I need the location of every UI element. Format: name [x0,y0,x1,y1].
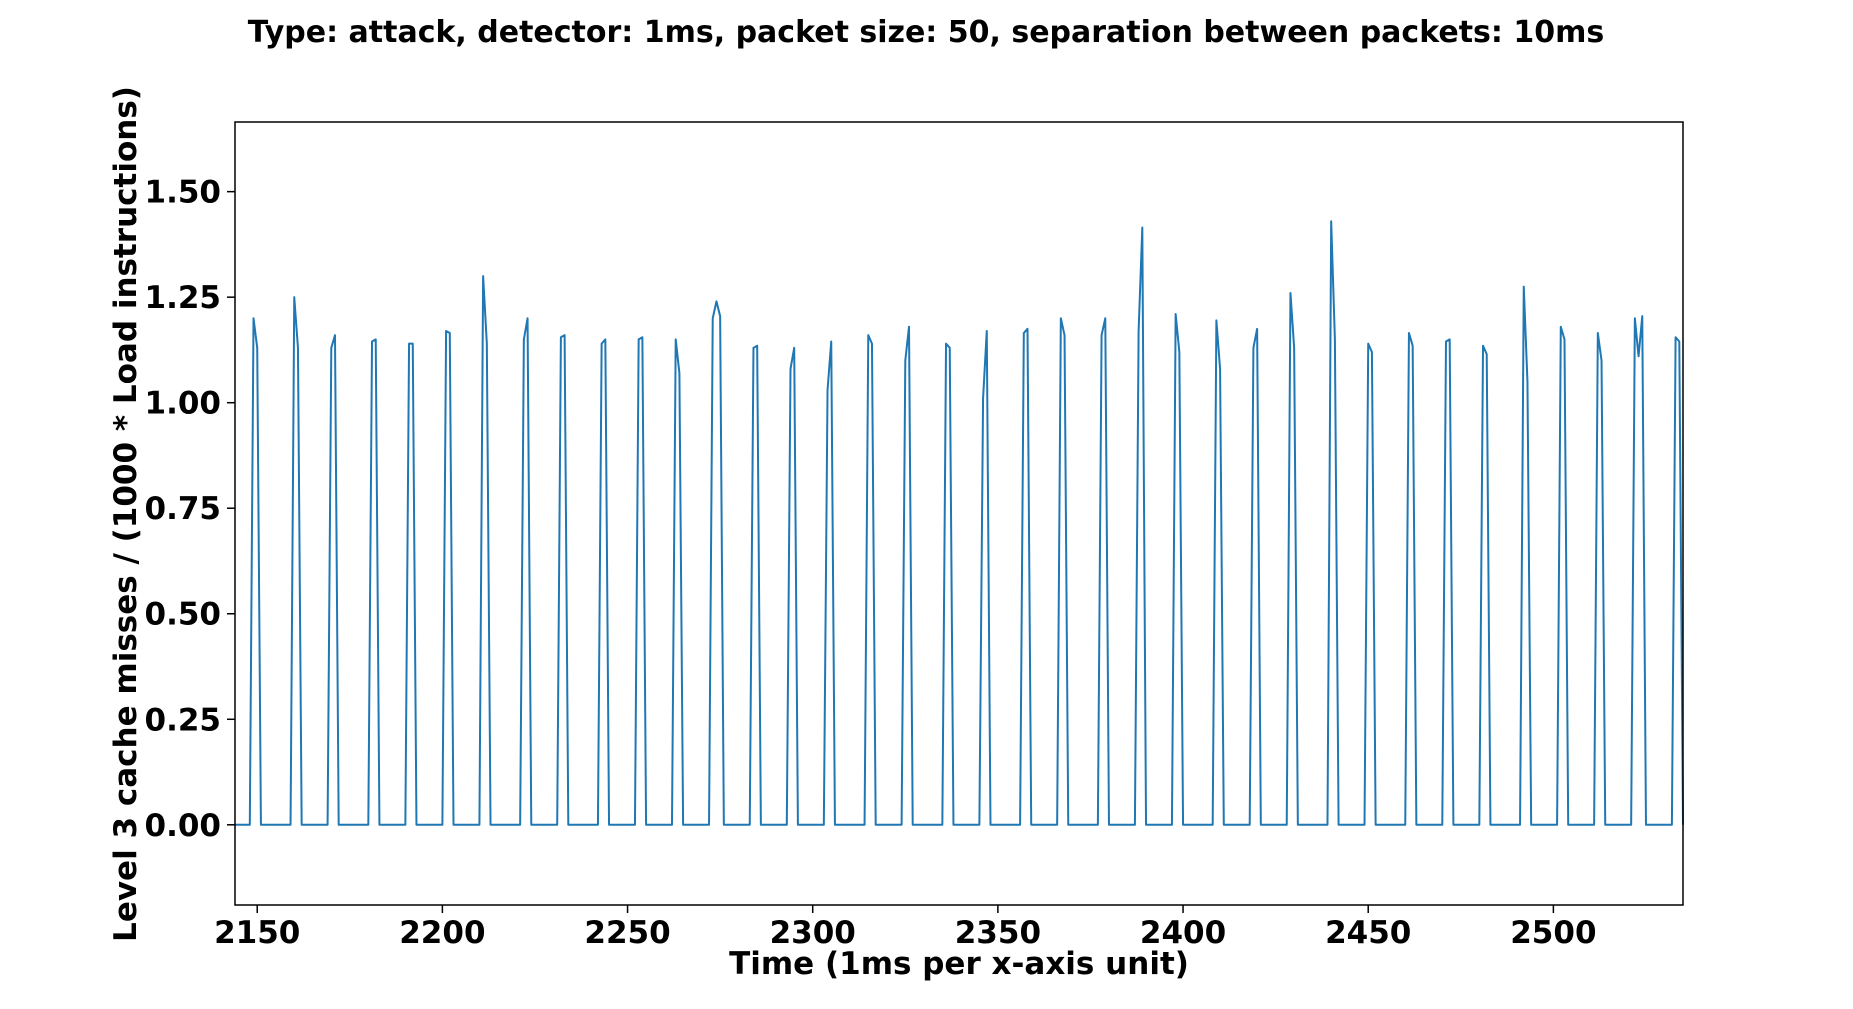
x-tick-label: 2150 [214,915,300,951]
y-axis-label: Level 3 cache misses / (1000 * Load inst… [108,86,144,942]
x-tick-label: 2400 [1140,915,1226,951]
x-tick-label: 2500 [1510,915,1596,951]
x-tick-label: 2200 [399,915,485,951]
y-tick-label: 1.50 [145,175,222,211]
y-tick-label: 0.75 [145,491,222,527]
x-tick-label: 2350 [955,915,1041,951]
y-tick-label: 1.25 [145,280,222,316]
plot-frame [234,121,1684,906]
y-tick-label: 0.50 [145,597,222,633]
x-tick-label: 2300 [770,915,856,951]
data-line [235,220,1684,826]
chart-title: Type: attack, detector: 1ms, packet size… [248,15,1604,50]
x-tick-label: 2250 [584,915,670,951]
y-tick-label: 0.00 [145,808,222,844]
x-tick-label: 2450 [1325,915,1411,951]
y-tick-label: 0.25 [145,702,222,738]
x-axis-label: Time (1ms per x-axis unit) [729,946,1189,982]
y-tick-label: 1.00 [145,386,222,422]
